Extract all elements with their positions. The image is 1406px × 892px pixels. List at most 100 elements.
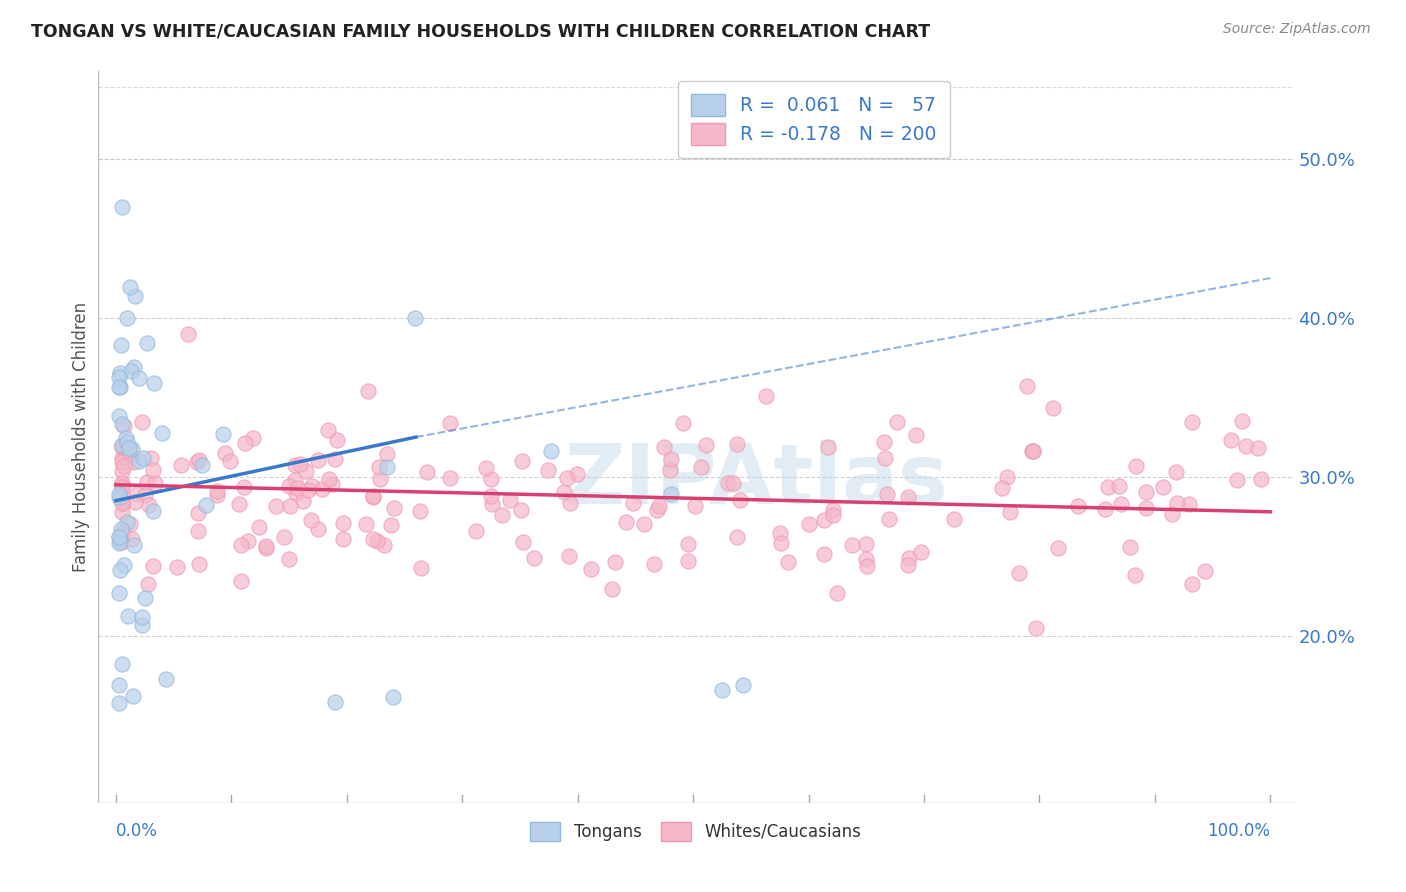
Point [1152,480,1174,494]
Point [232,480,254,494]
Point [510,454,533,468]
Point [112,458,135,473]
Point [121,442,143,456]
Point [659,452,682,467]
Point [1022,444,1045,458]
Point [1161,508,1184,522]
Point [212,427,235,442]
Point [382,690,405,704]
Point [910,544,932,558]
Point [118,441,141,455]
Point [942,511,965,525]
Point [323,451,346,466]
Point [138,498,160,512]
Point [1123,567,1146,582]
Point [278,552,301,566]
Point [689,460,711,475]
Point [254,541,277,556]
Point [710,683,733,698]
Point [120,280,142,294]
Point [110,451,132,466]
Point [120,448,142,462]
Point [108,490,131,504]
Point [778,555,800,569]
Point [361,491,384,505]
Point [1226,473,1249,487]
Point [318,472,340,486]
Point [382,501,405,516]
Point [110,505,132,519]
Point [141,451,163,466]
Point [117,310,139,325]
Point [721,476,744,491]
Point [1230,414,1253,428]
Point [108,366,131,380]
Point [676,554,699,568]
Point [297,483,319,497]
Point [170,458,193,473]
Point [354,516,377,531]
Point [361,532,384,546]
Point [131,415,153,429]
Text: 100.0%: 100.0% [1208,822,1271,840]
Point [110,533,132,548]
Point [121,532,143,546]
Point [124,359,146,374]
Point [121,689,143,703]
Point [678,537,700,551]
Point [177,326,200,341]
Point [886,415,908,429]
Point [150,425,173,440]
Point [110,535,132,549]
Point [284,473,307,487]
Point [1109,497,1132,511]
Point [112,418,135,433]
Point [110,489,132,503]
Point [110,477,132,491]
Point [1178,498,1201,512]
Point [112,558,135,572]
Point [512,535,534,549]
Point [600,582,623,596]
Point [841,538,863,552]
Point [132,450,155,465]
Point [233,435,256,450]
Point [672,416,695,430]
Point [155,673,177,687]
Point [728,493,751,508]
Point [112,496,135,510]
Point [136,475,159,490]
Point [659,487,682,501]
Point [307,522,329,536]
Point [108,530,131,544]
Point [110,417,132,431]
Point [321,477,343,491]
Point [325,434,347,448]
Point [195,498,218,512]
Point [1021,443,1043,458]
Point [659,462,682,476]
Point [652,440,675,454]
Point [110,476,132,491]
Point [143,376,166,390]
Point [242,431,264,445]
Point [111,200,134,214]
Point [110,524,132,539]
Point [332,516,354,530]
Point [142,558,165,573]
Point [855,551,877,566]
Point [108,409,131,424]
Point [755,388,778,402]
Point [645,503,668,517]
Point [108,370,131,384]
Point [120,363,142,377]
Point [108,536,131,550]
Point [115,515,138,529]
Point [1135,501,1157,516]
Point [188,453,211,467]
Point [166,560,188,574]
Point [264,499,287,513]
Point [557,549,579,563]
Point [1250,472,1272,486]
Point [301,478,323,492]
